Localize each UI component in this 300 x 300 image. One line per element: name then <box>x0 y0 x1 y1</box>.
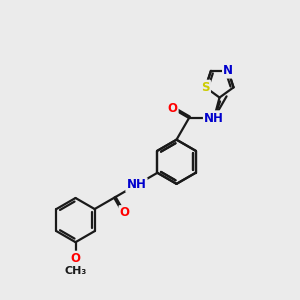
Text: N: N <box>223 64 233 77</box>
Text: O: O <box>70 252 80 265</box>
Text: CH₃: CH₃ <box>64 266 87 276</box>
Text: NH: NH <box>204 112 224 124</box>
Text: S: S <box>201 81 210 94</box>
Text: O: O <box>120 206 130 219</box>
Text: O: O <box>167 102 177 115</box>
Text: NH: NH <box>127 178 146 191</box>
